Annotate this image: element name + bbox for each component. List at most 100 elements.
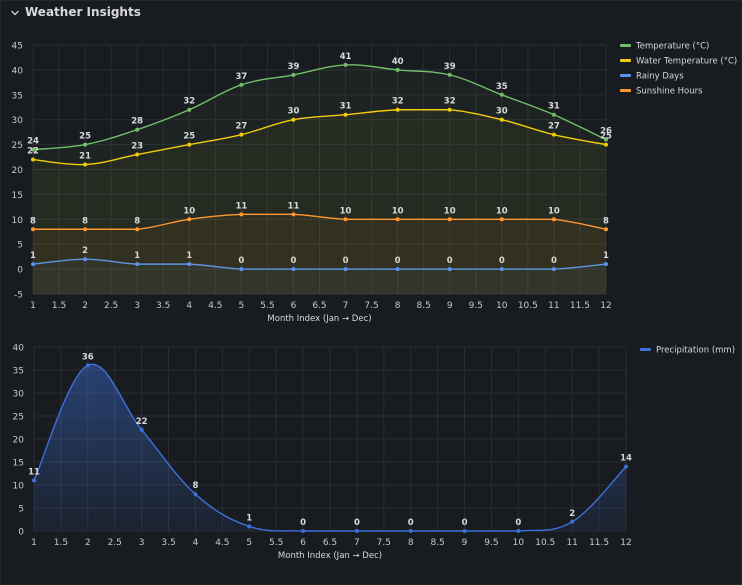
y-tick-label: 5 (18, 505, 24, 515)
data-label: 11 (288, 201, 300, 211)
data-point (604, 137, 608, 142)
data-label: 1 (246, 513, 252, 523)
y-tick-label: 15 (13, 459, 24, 469)
data-label: 1 (30, 251, 36, 261)
x-tick-label: 8 (408, 538, 414, 548)
data-point (135, 227, 140, 232)
legend-item[interactable]: Water Temperature (°C) (620, 57, 737, 67)
y-tick-label: 45 (12, 42, 23, 52)
data-label: 11 (235, 201, 247, 211)
series-fill (33, 259, 606, 294)
y-tick-label: 30 (13, 390, 25, 400)
series-line (32, 109, 607, 166)
data-label: 0 (447, 256, 453, 266)
x-tick-label: 5 (246, 538, 252, 548)
legend-label: Water Temperature (°C) (636, 57, 737, 67)
y-tick-label: 25 (12, 141, 23, 151)
data-label: 10 (183, 206, 195, 216)
legend-item[interactable]: Precipitation (mm) (640, 346, 735, 356)
data-label: 25 (600, 132, 612, 142)
x-tick-label: 7 (354, 538, 360, 548)
x-tick-label: 8 (395, 301, 401, 311)
data-point (32, 478, 36, 483)
series-fill (33, 214, 606, 294)
x-tick-label: 5.5 (260, 301, 274, 311)
legend-item[interactable]: Sunshine Hours (620, 87, 703, 97)
data-point (447, 72, 452, 77)
data-label: 8 (603, 216, 609, 226)
data-label: 0 (515, 518, 521, 528)
x-tick-label: 2 (82, 301, 88, 311)
x-tick-label: 10 (513, 538, 525, 548)
data-label: 10 (392, 206, 404, 216)
series-fill (33, 64, 606, 294)
data-point (83, 142, 88, 147)
data-label: 8 (30, 216, 36, 226)
x-tick-label: 1 (31, 538, 37, 548)
legend-item[interactable]: Rainy Days (620, 72, 684, 82)
row-title: Weather Insights (25, 5, 141, 19)
data-point (462, 529, 467, 533)
data-point (31, 262, 35, 267)
data-point (624, 464, 628, 469)
series-line (33, 213, 607, 230)
data-label: 21 (79, 152, 91, 162)
row-header[interactable]: Weather Insights (1, 1, 742, 27)
x-tick-label: 4 (186, 301, 192, 311)
y-tick-label: 15 (12, 191, 23, 201)
data-point (604, 142, 608, 147)
data-point (239, 132, 244, 137)
x-tick-label: 3.5 (161, 538, 175, 548)
x-tick-label: 6 (300, 538, 306, 548)
x-tick-label: 7.5 (377, 538, 391, 548)
data-label: 8 (134, 216, 140, 226)
data-label: 41 (340, 52, 352, 62)
y-tick-label: 0 (18, 528, 24, 538)
data-label: 14 (620, 454, 632, 464)
data-label: 10 (496, 206, 508, 216)
data-point (83, 257, 88, 262)
data-label: 30 (496, 107, 508, 117)
data-label: 0 (462, 518, 468, 528)
x-tick-label: 2.5 (108, 538, 122, 548)
x-tick-label: 4 (193, 538, 199, 548)
x-tick-label: 3.5 (156, 301, 170, 311)
data-point (291, 72, 296, 77)
data-label: 0 (551, 256, 557, 266)
data-label: 35 (496, 82, 508, 92)
y-tick-label: 30 (12, 116, 24, 126)
legend-item[interactable]: Temperature (°C) (620, 42, 709, 52)
x-tick-label: 4.5 (208, 301, 222, 311)
data-label: 22 (27, 147, 39, 157)
x-tick-label: 11.5 (589, 538, 609, 548)
data-point (239, 82, 244, 87)
data-point (135, 262, 140, 267)
y-tick-label: 10 (13, 482, 25, 492)
data-point (447, 217, 452, 222)
data-point (135, 152, 140, 157)
data-point (187, 217, 192, 222)
series-line (32, 258, 607, 270)
data-label: 32 (444, 97, 456, 107)
legend-swatch (640, 348, 651, 351)
data-label: 22 (136, 417, 148, 427)
x-axis-label: Month Index (Jan → Dec) (267, 314, 371, 324)
data-point (395, 107, 400, 112)
data-point (31, 147, 35, 152)
data-label: 31 (340, 102, 352, 112)
data-label: 1 (134, 251, 140, 261)
data-point (395, 217, 400, 222)
data-point (343, 62, 348, 67)
legend-label: Temperature (°C) (635, 42, 709, 52)
x-tick-label: 6.5 (323, 538, 337, 548)
data-point (31, 157, 35, 162)
data-label: 23 (131, 142, 143, 152)
x-tick-label: 12 (600, 301, 611, 311)
data-label: 10 (340, 206, 352, 216)
data-point (551, 217, 556, 222)
data-label: 0 (300, 518, 306, 528)
data-point (499, 117, 504, 122)
chevron-down-icon[interactable] (9, 7, 21, 19)
data-label: 0 (354, 518, 360, 528)
